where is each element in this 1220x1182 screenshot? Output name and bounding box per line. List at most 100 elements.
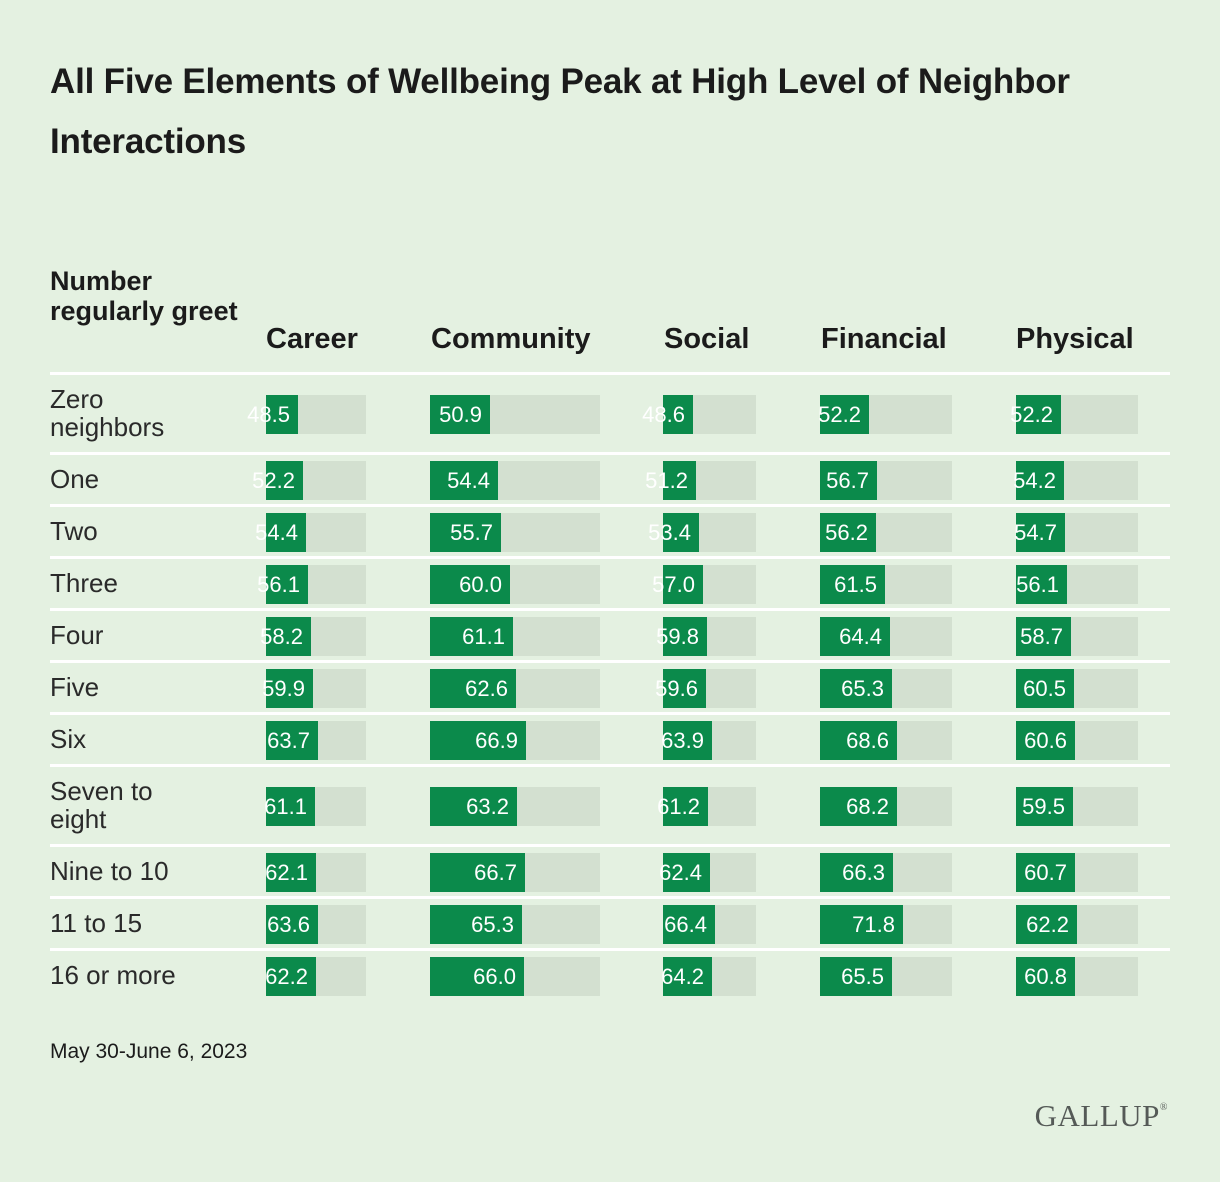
bar-career-three: 56.1 xyxy=(257,565,308,604)
row-label-zero-neighbors: Zero neighbors xyxy=(50,384,165,442)
bar-track-physical: 62.2 xyxy=(1016,905,1138,944)
data-label: 61.5 xyxy=(834,572,877,597)
bar-track-community: 62.6 xyxy=(430,669,600,708)
bar-career-nine-to-10: 62.1 xyxy=(265,853,316,892)
data-label: 66.9 xyxy=(475,728,518,753)
bar-social-two: 53.4 xyxy=(648,513,699,552)
data-label: 55.7 xyxy=(450,520,493,545)
bar-track-community: 66.9 xyxy=(430,721,600,760)
bar-career-seven-to-eight: 61.1 xyxy=(264,787,315,826)
data-label: 60.7 xyxy=(1024,860,1067,885)
bar-track-social: 64.2 xyxy=(661,957,756,996)
data-label: 66.7 xyxy=(474,860,517,885)
bar-financial-zero-neighbors: 52.2 xyxy=(818,395,869,434)
bar-track-physical: 60.8 xyxy=(1016,957,1138,996)
data-label: 68.6 xyxy=(846,728,889,753)
bar-social-four: 59.8 xyxy=(656,617,707,656)
data-label: 59.8 xyxy=(656,624,699,649)
bar-social-seven-to-eight: 61.2 xyxy=(657,787,708,826)
bar-track-social: 57.0 xyxy=(652,565,756,604)
bar-community-zero-neighbors: 50.9 xyxy=(430,395,490,434)
data-label: 62.2 xyxy=(265,964,308,989)
bar-track-career: 59.9 xyxy=(262,669,366,708)
bar-social-nine-to-10: 62.4 xyxy=(659,853,710,892)
bar-financial-seven-to-eight: 68.2 xyxy=(820,787,897,826)
bar-track-financial: 64.4 xyxy=(820,617,952,656)
bar-community-seven-to-eight: 63.2 xyxy=(430,787,517,826)
bar-track-social: 62.4 xyxy=(659,853,756,892)
column-header-financial: Financial xyxy=(821,323,947,355)
data-label: 63.7 xyxy=(267,728,310,753)
row-label-seven-to-eight: Seven to eight xyxy=(50,776,153,834)
data-label: 61.2 xyxy=(657,794,700,819)
data-label: 52.2 xyxy=(818,402,861,427)
bar-physical-four: 58.7 xyxy=(1016,617,1071,656)
bar-physical-two: 54.7 xyxy=(1014,513,1065,552)
column-header-career: Career xyxy=(266,323,358,355)
bar-career-five: 59.9 xyxy=(262,669,313,708)
bar-track-physical: 52.2 xyxy=(1010,395,1138,434)
bar-community-four: 61.1 xyxy=(430,617,513,656)
bar-track-community: 50.9 xyxy=(430,395,600,434)
row-label-nine-to-10: Nine to 10 xyxy=(50,856,169,886)
bar-physical-five: 60.5 xyxy=(1016,669,1074,708)
row-divider xyxy=(50,712,1170,715)
row-divider xyxy=(50,372,1170,375)
data-label: 64.2 xyxy=(661,964,704,989)
bar-track-career: 61.1 xyxy=(264,787,366,826)
bar-physical-16-or-more: 60.8 xyxy=(1016,957,1075,996)
data-label: 63.2 xyxy=(466,794,509,819)
data-label: 68.2 xyxy=(846,794,889,819)
data-label: 50.9 xyxy=(439,402,482,427)
row-label-three: Three xyxy=(50,568,118,598)
row-divider xyxy=(50,948,1170,951)
data-label: 62.1 xyxy=(265,860,308,885)
row-label-two: Two xyxy=(50,516,98,546)
bar-track-physical: 58.7 xyxy=(1016,617,1138,656)
bar-track-social: 59.8 xyxy=(656,617,756,656)
bar-track-community: 60.0 xyxy=(430,565,600,604)
bar-track-social: 61.2 xyxy=(657,787,756,826)
bar-track-financial: 52.2 xyxy=(818,395,952,434)
bar-physical-three: 56.1 xyxy=(1016,565,1067,604)
data-label: 48.5 xyxy=(247,402,290,427)
row-divider xyxy=(50,844,1170,847)
bar-track-physical: 60.6 xyxy=(1016,721,1138,760)
data-label: 63.6 xyxy=(267,912,310,937)
bar-social-16-or-more: 64.2 xyxy=(661,957,712,996)
row-divider xyxy=(50,660,1170,663)
data-label: 56.7 xyxy=(826,468,869,493)
bar-community-one: 54.4 xyxy=(430,461,498,500)
bar-track-financial: 71.8 xyxy=(820,905,952,944)
bar-track-financial: 65.5 xyxy=(820,957,952,996)
bar-social-three: 57.0 xyxy=(652,565,703,604)
bar-track-physical: 54.2 xyxy=(1013,461,1138,500)
bar-financial-11-to-15: 71.8 xyxy=(820,905,903,944)
data-label: 61.1 xyxy=(264,794,307,819)
bar-track-financial: 56.2 xyxy=(820,513,952,552)
bar-track-financial: 56.7 xyxy=(820,461,952,500)
row-divider xyxy=(50,504,1170,507)
row-divider xyxy=(50,896,1170,899)
bar-financial-two: 56.2 xyxy=(820,513,876,552)
data-label: 60.0 xyxy=(459,572,502,597)
data-label: 62.2 xyxy=(1026,912,1069,937)
bar-physical-11-to-15: 62.2 xyxy=(1016,905,1077,944)
bar-financial-nine-to-10: 66.3 xyxy=(820,853,893,892)
data-label: 60.8 xyxy=(1024,964,1067,989)
bar-career-11-to-15: 63.6 xyxy=(266,905,318,944)
data-label: 65.5 xyxy=(841,964,884,989)
bar-career-one: 52.2 xyxy=(252,461,303,500)
bar-track-financial: 68.2 xyxy=(820,787,952,826)
bar-track-physical: 60.5 xyxy=(1016,669,1138,708)
bar-track-career: 54.4 xyxy=(255,513,366,552)
bar-track-social: 63.9 xyxy=(661,721,756,760)
bar-community-nine-to-10: 66.7 xyxy=(430,853,525,892)
data-label: 51.2 xyxy=(645,468,688,493)
bar-community-three: 60.0 xyxy=(430,565,510,604)
data-label: 66.3 xyxy=(842,860,885,885)
data-label: 54.4 xyxy=(447,468,490,493)
bar-physical-one: 54.2 xyxy=(1013,461,1064,500)
bar-track-career: 48.5 xyxy=(247,395,366,434)
bar-social-zero-neighbors: 48.6 xyxy=(642,395,693,434)
